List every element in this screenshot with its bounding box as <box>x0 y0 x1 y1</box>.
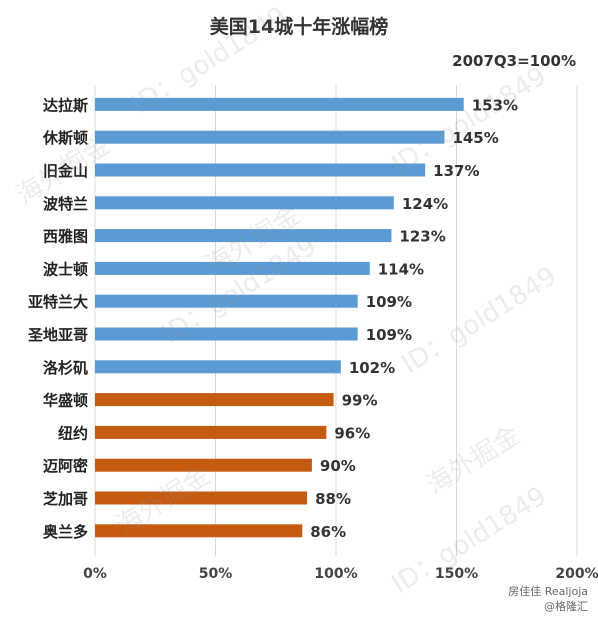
bar <box>95 229 392 243</box>
chart-title: 美国14城十年涨幅榜 <box>209 16 389 38</box>
category-label: 波士顿 <box>43 260 88 278</box>
category-label: 亚特兰大 <box>28 293 88 311</box>
bar <box>95 458 312 472</box>
data-label: 109% <box>366 326 412 344</box>
data-label: 124% <box>402 195 448 213</box>
bar <box>95 524 303 538</box>
bar <box>95 360 341 374</box>
data-label: 102% <box>349 359 395 377</box>
data-label: 88% <box>315 490 351 508</box>
credit-line: 房佳佳 Realjoja <box>508 585 588 598</box>
bar <box>95 393 334 407</box>
data-label: 90% <box>320 457 356 475</box>
bar <box>95 261 370 275</box>
bar <box>95 425 327 439</box>
category-label: 迈阿密 <box>43 457 88 475</box>
x-tick-label: 100% <box>314 566 357 582</box>
bar <box>95 97 464 111</box>
bar <box>95 163 426 177</box>
data-label: 109% <box>366 293 412 311</box>
x-tick-label: 200% <box>555 566 598 582</box>
credit-line: @格隆汇 <box>544 600 588 613</box>
category-label: 西雅图 <box>43 228 88 246</box>
category-label: 华盛顿 <box>43 392 88 410</box>
category-label: 纽约 <box>58 424 88 442</box>
category-label: 休斯顿 <box>42 129 88 147</box>
data-label: 99% <box>342 392 378 410</box>
data-label: 137% <box>433 162 479 180</box>
chart-subtitle: 2007Q3=100% <box>452 52 576 70</box>
x-tick-label: 0% <box>83 566 107 582</box>
x-tick-label: 150% <box>435 566 478 582</box>
category-label: 洛杉矶 <box>43 359 88 377</box>
bar <box>95 327 358 341</box>
data-label: 123% <box>399 228 445 246</box>
category-label: 旧金山 <box>43 162 88 180</box>
bar <box>95 491 308 505</box>
category-label: 波特兰 <box>43 195 88 213</box>
bar <box>95 196 394 210</box>
data-label: 114% <box>378 260 424 278</box>
category-label: 圣地亚哥 <box>27 326 88 344</box>
data-label: 145% <box>452 129 498 147</box>
data-label: 153% <box>472 96 518 114</box>
category-label: 奥兰多 <box>43 523 88 541</box>
image-credit: 房佳佳 Realjoja @格隆汇 <box>508 584 588 614</box>
category-label: 芝加哥 <box>43 490 88 508</box>
bar <box>95 294 358 308</box>
data-label: 96% <box>334 424 370 442</box>
category-label: 达拉斯 <box>43 96 88 114</box>
bar <box>95 130 445 144</box>
data-label: 86% <box>310 523 346 541</box>
x-tick-label: 50% <box>199 566 233 582</box>
